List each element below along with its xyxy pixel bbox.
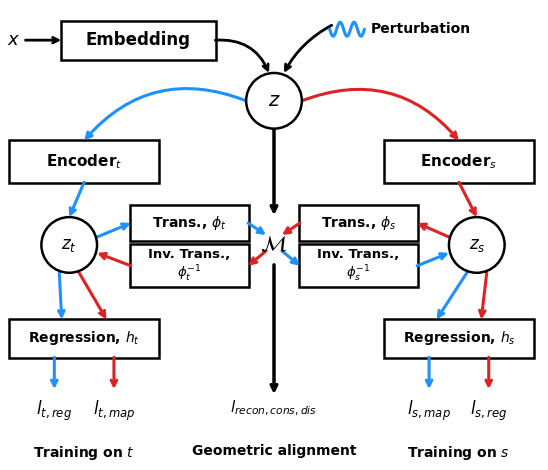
Circle shape <box>42 217 97 273</box>
Text: Inv. Trans.,
$\phi_t^{-1}$: Inv. Trans., $\phi_t^{-1}$ <box>149 248 231 284</box>
Text: Trans., $\phi_t$: Trans., $\phi_t$ <box>152 214 227 232</box>
FancyBboxPatch shape <box>299 244 418 287</box>
Text: Regression, $h_t$: Regression, $h_t$ <box>28 329 140 347</box>
FancyBboxPatch shape <box>61 21 216 60</box>
FancyBboxPatch shape <box>299 204 418 242</box>
Text: $x$: $x$ <box>7 31 20 49</box>
Text: $\mathcal{M}$: $\mathcal{M}$ <box>260 234 288 256</box>
Circle shape <box>246 73 302 129</box>
FancyBboxPatch shape <box>9 140 159 183</box>
Text: Trans., $\phi_s$: Trans., $\phi_s$ <box>321 214 396 232</box>
Text: Geometric alignment: Geometric alignment <box>192 444 356 458</box>
FancyBboxPatch shape <box>384 140 534 183</box>
Text: Regression, $h_s$: Regression, $h_s$ <box>403 329 515 347</box>
Text: $z_t$: $z_t$ <box>61 236 77 254</box>
FancyBboxPatch shape <box>130 244 249 287</box>
Text: $z_s$: $z_s$ <box>469 236 485 254</box>
FancyBboxPatch shape <box>384 319 534 358</box>
Text: $l_{s,map}$: $l_{s,map}$ <box>407 399 451 423</box>
Text: Training on $t$: Training on $t$ <box>33 444 135 462</box>
FancyBboxPatch shape <box>9 319 159 358</box>
Text: $l_{recon, cons, dis}$: $l_{recon, cons, dis}$ <box>231 399 317 418</box>
Text: $z$: $z$ <box>267 91 281 110</box>
Circle shape <box>449 217 505 273</box>
Text: Encoder$_s$: Encoder$_s$ <box>420 152 498 171</box>
Text: Embedding: Embedding <box>86 31 191 49</box>
Text: $l_{t,reg}$: $l_{t,reg}$ <box>36 399 72 423</box>
Text: Encoder$_t$: Encoder$_t$ <box>46 152 122 171</box>
Text: Perturbation: Perturbation <box>370 22 471 36</box>
Text: $l_{t,map}$: $l_{t,map}$ <box>93 399 135 423</box>
Text: Training on $s$: Training on $s$ <box>408 444 510 462</box>
Text: Inv. Trans.,
$\phi_s^{-1}$: Inv. Trans., $\phi_s^{-1}$ <box>317 248 399 284</box>
FancyBboxPatch shape <box>130 204 249 242</box>
Text: $l_{s,reg}$: $l_{s,reg}$ <box>470 399 507 423</box>
